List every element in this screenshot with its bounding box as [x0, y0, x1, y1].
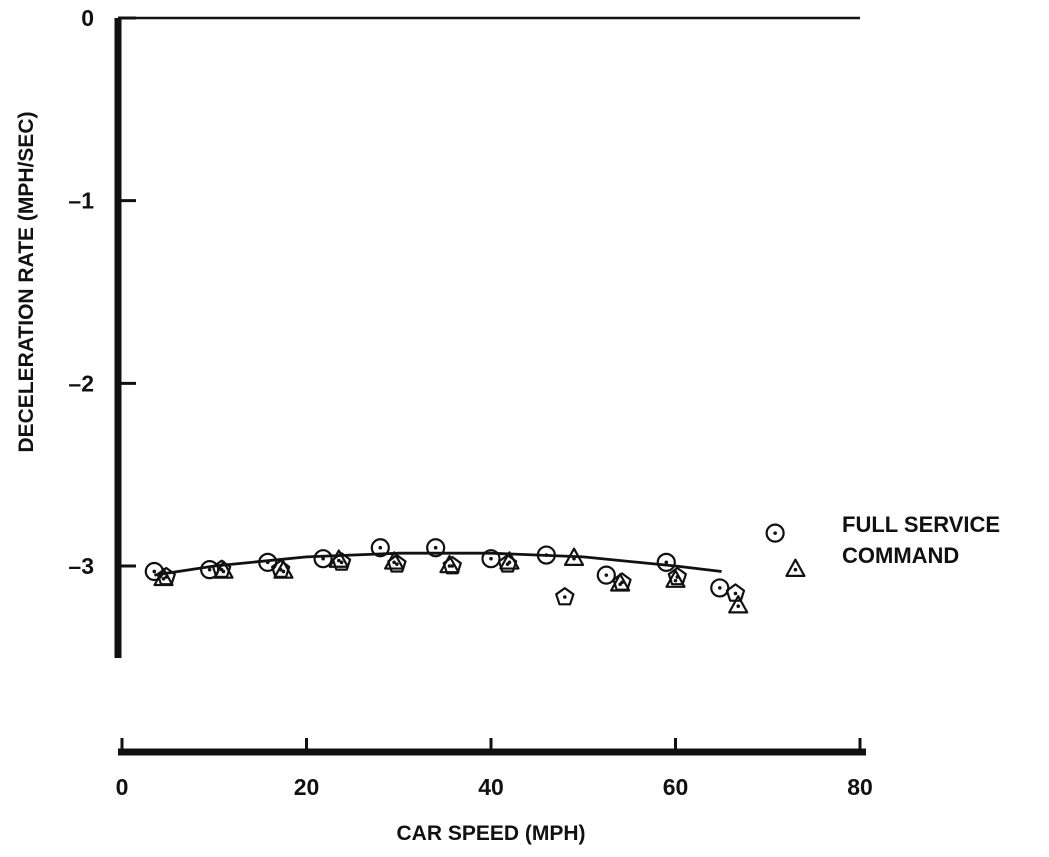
y-axis-title: DECELERATION RATE (MPH/SEC) — [15, 111, 38, 452]
y-tick-label: 0 — [81, 5, 94, 31]
circle-dot-marker — [258, 552, 278, 572]
pentagon-dot-marker — [612, 572, 632, 591]
pentagon-dot-marker — [387, 554, 407, 573]
pentagon-dot-marker — [271, 559, 291, 579]
x-tick-label: 60 — [663, 774, 689, 800]
pentagon-dot-marker — [497, 554, 518, 573]
circle-dot-marker — [536, 545, 556, 565]
circle-dot-marker — [481, 549, 501, 569]
pentagon-dot-marker — [725, 583, 746, 602]
pentagon-dot-marker — [667, 566, 688, 586]
x-axis-title: CAR SPEED (MPH) — [396, 822, 585, 845]
y-ticks: 0 –1 –2 –3 — [68, 5, 136, 579]
data-points — [144, 523, 806, 614]
circle-dot-marker — [313, 549, 333, 569]
triangle-dot-marker — [563, 547, 585, 566]
fit-curve-group — [154, 551, 722, 577]
pentagon-dot-marker — [555, 586, 575, 606]
triangle-dot-marker — [728, 595, 749, 614]
circle-dot-marker — [765, 523, 785, 543]
pentagon-dot-marker — [331, 552, 352, 571]
annotation: FULL SERVICE COMMAND — [842, 512, 1000, 568]
axes — [114, 16, 866, 756]
circle-dot-marker — [596, 565, 616, 585]
pentagon-dot-marker — [212, 559, 232, 579]
x-tick-label: 0 — [116, 774, 129, 800]
pentagon-dot-marker — [156, 566, 176, 586]
x-ticks: 0 20 40 60 80 — [116, 738, 873, 800]
y-tick-label: –2 — [68, 370, 94, 396]
annotation-line-1: FULL SERVICE — [842, 512, 1000, 537]
x-tick-label: 20 — [294, 774, 320, 800]
y-tick-label: –3 — [68, 553, 94, 579]
triangle-dot-marker — [785, 558, 806, 577]
x-tick-label: 80 — [847, 774, 873, 800]
x-tick-label: 40 — [478, 774, 504, 800]
fit-curve — [154, 551, 722, 577]
circle-dot-marker — [710, 578, 730, 598]
pentagon-dot-marker — [442, 555, 462, 575]
circle-dot-marker — [426, 538, 446, 558]
circle-dot-marker — [656, 552, 676, 572]
circle-dot-marker — [370, 538, 390, 558]
annotation-line-2: COMMAND — [842, 543, 959, 568]
y-tick-label: –1 — [68, 188, 94, 214]
